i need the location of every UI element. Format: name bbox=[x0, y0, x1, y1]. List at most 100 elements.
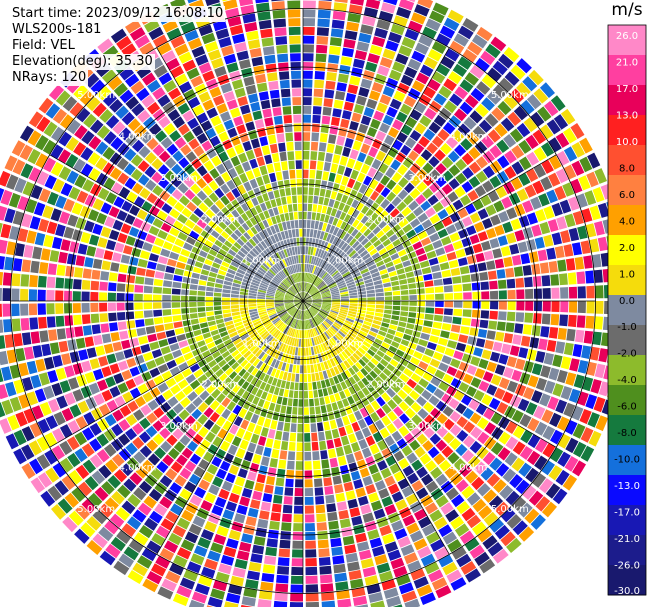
ppi-cell bbox=[461, 152, 474, 166]
ppi-cell bbox=[454, 370, 466, 381]
ppi-cell bbox=[194, 261, 204, 269]
ppi-cell bbox=[411, 80, 425, 93]
ppi-cell bbox=[386, 387, 396, 398]
ppi-cell bbox=[252, 490, 263, 501]
ppi-cell bbox=[297, 195, 303, 203]
ppi-cell bbox=[425, 287, 435, 294]
ppi-cell bbox=[127, 570, 144, 584]
ppi-cell bbox=[356, 400, 364, 410]
ppi-cell bbox=[239, 496, 250, 507]
ppi-cell bbox=[329, 125, 339, 135]
ppi-cell bbox=[313, 363, 318, 373]
ppi-cell bbox=[197, 290, 206, 296]
ppi-cell bbox=[303, 9, 316, 18]
ppi-cell bbox=[163, 353, 174, 363]
ppi-cell bbox=[72, 303, 81, 314]
ppi-cell bbox=[461, 274, 471, 283]
ppi-cell bbox=[253, 320, 262, 326]
ppi-cell bbox=[511, 369, 522, 382]
ppi-cell bbox=[293, 123, 302, 132]
ppi-cell bbox=[163, 280, 173, 288]
ppi-cell bbox=[416, 281, 425, 288]
ppi-cell bbox=[420, 592, 436, 605]
ppi-cell bbox=[307, 283, 312, 293]
ppi-cell bbox=[101, 69, 117, 84]
ppi-cell bbox=[310, 220, 315, 229]
ppi-cell bbox=[433, 453, 446, 465]
ppi-cell bbox=[43, 121, 58, 137]
ppi-cell bbox=[240, 288, 249, 293]
ppi-cell bbox=[402, 465, 415, 477]
ppi-cell bbox=[284, 302, 294, 304]
ppi-cell bbox=[74, 125, 88, 140]
ppi-cell bbox=[170, 65, 184, 79]
ppi-cell bbox=[321, 293, 331, 297]
ppi-cell bbox=[294, 220, 299, 229]
range-label: 4.00km bbox=[450, 132, 488, 143]
ppi-cell bbox=[356, 172, 366, 183]
ppi-cell bbox=[74, 448, 88, 463]
ppi-cell bbox=[277, 287, 286, 293]
colorbar-swatch bbox=[608, 115, 646, 146]
ppi-cell bbox=[75, 504, 90, 520]
ppi-cell bbox=[333, 274, 342, 280]
ppi-cell bbox=[259, 136, 269, 147]
ppi-cell bbox=[332, 154, 341, 164]
ppi-cell bbox=[540, 326, 550, 338]
ppi-cell bbox=[442, 531, 458, 545]
ppi-cell bbox=[114, 242, 125, 253]
ppi-cell bbox=[282, 106, 292, 115]
ppi-cell bbox=[559, 314, 568, 327]
ppi-cell bbox=[528, 490, 544, 506]
ppi-cell bbox=[443, 78, 457, 92]
ppi-cell bbox=[299, 330, 302, 339]
ppi-cell bbox=[333, 366, 340, 375]
ppi-cell bbox=[256, 82, 268, 93]
ppi-cell bbox=[310, 246, 314, 256]
ppi-cell bbox=[293, 237, 297, 247]
ppi-cell bbox=[165, 234, 177, 244]
ppi-cell bbox=[131, 247, 142, 258]
ppi-cell bbox=[481, 97, 495, 111]
ppi-cell bbox=[275, 252, 282, 261]
ppi-cell bbox=[38, 218, 50, 233]
ppi-cell bbox=[549, 412, 562, 428]
ppi-cell bbox=[308, 255, 313, 264]
ppi-cell bbox=[191, 408, 202, 420]
ppi-cell bbox=[427, 78, 441, 92]
ppi-cell bbox=[409, 109, 422, 121]
ppi-cell bbox=[492, 60, 508, 76]
ppi-cell bbox=[333, 2, 348, 12]
ppi-cell bbox=[411, 50, 426, 63]
ppi-cell bbox=[344, 348, 352, 357]
ppi-cell bbox=[433, 279, 443, 286]
ppi-cell bbox=[416, 487, 429, 500]
ppi-cell bbox=[383, 313, 392, 319]
ppi-cell bbox=[293, 211, 298, 220]
ppi-cell bbox=[423, 56, 438, 70]
ppi-cell bbox=[328, 314, 337, 320]
ppi-cell bbox=[329, 45, 341, 56]
ppi-cell bbox=[351, 112, 362, 123]
ppi-cell bbox=[304, 310, 307, 320]
ppi-cell bbox=[382, 368, 392, 377]
ppi-cell bbox=[442, 561, 458, 576]
ppi-cell bbox=[461, 507, 476, 522]
ppi-cell bbox=[290, 423, 297, 433]
ppi-cell bbox=[130, 154, 143, 167]
ppi-cell bbox=[331, 546, 344, 556]
ppi-cell bbox=[59, 211, 71, 225]
ppi-cell bbox=[256, 360, 264, 369]
ppi-cell bbox=[247, 442, 257, 453]
ppi-cell bbox=[159, 496, 173, 509]
ppi-cell bbox=[356, 222, 364, 231]
ppi-cell bbox=[421, 267, 432, 275]
ppi-cell bbox=[469, 327, 479, 337]
ppi-cell bbox=[250, 207, 258, 216]
ppi-cell bbox=[103, 250, 114, 261]
ppi-cell bbox=[397, 249, 407, 257]
ppi-cell bbox=[261, 573, 275, 583]
ppi-cell bbox=[449, 332, 459, 341]
ppi-cell bbox=[218, 359, 227, 368]
ppi-cell bbox=[62, 96, 78, 112]
